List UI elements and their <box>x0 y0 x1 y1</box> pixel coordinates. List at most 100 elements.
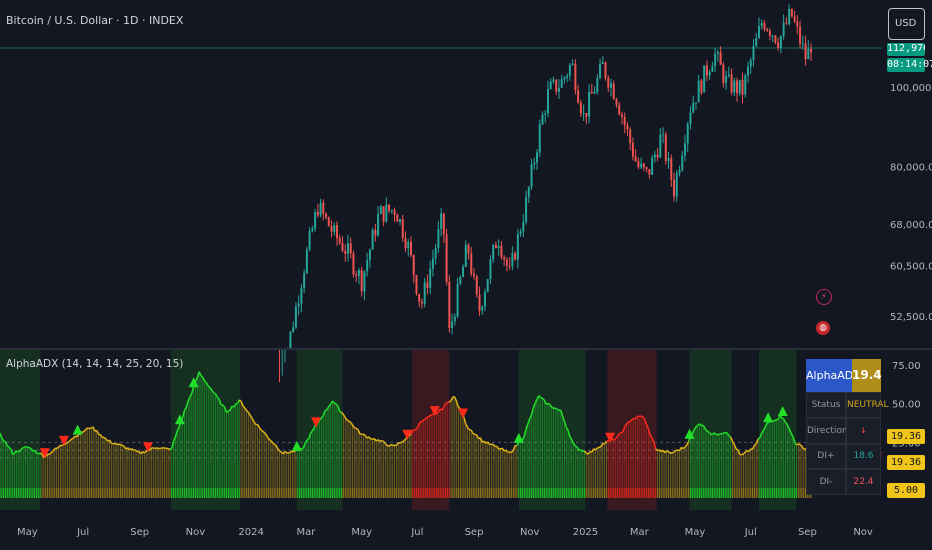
candle-body <box>749 60 752 67</box>
adx-strip-bar <box>587 488 589 498</box>
adx-strip-bar <box>757 488 759 498</box>
adx-strip-bar <box>368 488 370 498</box>
adx-strip-bar <box>521 488 524 498</box>
adx-strip-bar <box>46 488 49 498</box>
adx-line-segment <box>793 440 798 446</box>
adx-strip-bar <box>298 488 301 498</box>
adx-strip-bar <box>300 488 302 498</box>
time-tick-label: May <box>17 527 38 538</box>
adx-line-segment <box>331 400 335 404</box>
adx-strip-bar <box>563 488 566 498</box>
price-axis[interactable]: 100,000.00 80,000.00 68,000.00 60,500.00 52,… <box>890 83 932 323</box>
adx-strip-bar <box>335 488 337 498</box>
adx-strip-bar <box>636 488 639 498</box>
adx-strip-bar <box>766 488 768 498</box>
adx-strip-bar <box>684 488 686 498</box>
adx-line-segment <box>399 441 403 444</box>
candle-body <box>336 225 339 239</box>
direction-label: Direction <box>806 418 848 444</box>
adx-line-segment <box>379 439 383 442</box>
candle-body <box>385 204 388 222</box>
adx-strip-bar <box>403 488 405 498</box>
candle-body <box>670 158 673 180</box>
adx-strip-bar <box>165 488 167 498</box>
candle-body <box>390 210 393 212</box>
adx-strip-bar <box>77 488 80 498</box>
adx-line-segment <box>125 447 129 450</box>
adx-strip-bar <box>200 488 202 498</box>
adx-strip-bar <box>472 488 474 498</box>
adx-strip-bar <box>558 488 560 498</box>
candle-body <box>314 212 317 229</box>
adx-strip-bar <box>348 488 350 498</box>
adx-line-segment <box>487 441 491 445</box>
adx-strip-bar <box>326 488 328 498</box>
adx-line-segment <box>717 433 720 436</box>
adx-line-segment <box>120 444 123 447</box>
trend-zone <box>411 350 450 510</box>
flag-icon[interactable]: ◍ <box>816 321 830 335</box>
adx-strip-bar <box>651 488 653 498</box>
adx-strip-bar <box>381 488 383 498</box>
adx-line-segment <box>545 402 549 405</box>
adx-line-segment <box>481 440 485 443</box>
adx-strip-bar <box>717 488 719 498</box>
adx-strip-bar <box>799 488 801 498</box>
adx-strip-bar <box>519 488 522 498</box>
countdown-badge: 08:14:07 <box>887 58 932 72</box>
adx-line-segment <box>350 422 354 426</box>
bearish-signal-marker <box>458 408 469 419</box>
adx-strip-bar <box>362 488 365 498</box>
candle-body <box>368 249 371 261</box>
adx-line-segment <box>211 389 215 394</box>
adx-strip-bar <box>169 488 171 498</box>
adx-line-segment <box>85 427 89 431</box>
adx-strip-bar <box>231 488 233 498</box>
adx-line-segment <box>174 430 178 438</box>
bearish-signal-marker <box>605 432 616 443</box>
adx-line-segment <box>547 402 551 406</box>
candle-body <box>648 169 651 175</box>
adx-line-segment <box>549 404 553 408</box>
adx-strip-bar <box>289 488 292 498</box>
adx-strip-bar <box>125 488 127 498</box>
adx-strip-bar <box>678 488 681 498</box>
adx-line-segment <box>604 440 608 445</box>
time-axis[interactable]: May Jul Sep Nov 2024 Mar May Jul Sep Nov 2025 Mar Ma… <box>17 527 873 538</box>
lightning-icon[interactable]: ⚡ <box>816 289 832 305</box>
adx-strip-bar <box>92 488 94 498</box>
adx-line-segment <box>45 453 49 458</box>
adx-strip-bar <box>456 488 458 498</box>
adx-line-segment <box>99 434 103 438</box>
adx-line-segment <box>784 422 788 426</box>
bearish-signal-marker <box>58 435 69 446</box>
adx-strip-bar <box>457 488 460 498</box>
candle-body <box>533 162 536 165</box>
adx-strip-bar <box>452 488 454 498</box>
adx-strip-bar <box>130 488 133 498</box>
adx-strip-bar <box>804 488 807 498</box>
adx-strip-bar <box>286 488 288 498</box>
candle-body <box>741 79 744 95</box>
adx-line-segment <box>189 392 193 398</box>
adx-strip-bar <box>147 488 149 498</box>
adx-strip-bar <box>161 488 164 498</box>
adx-strip-bar <box>543 488 545 498</box>
adx-line-segment <box>207 385 211 389</box>
adx-strip-bar <box>430 488 432 498</box>
candle-body <box>379 206 382 214</box>
candle-body <box>801 43 804 45</box>
trend-zone <box>0 350 41 510</box>
candle-body <box>774 35 777 43</box>
candle-body <box>308 231 311 250</box>
adx-line-segment <box>534 398 538 404</box>
currency-button[interactable]: USD <box>888 8 925 40</box>
adx-line-segment <box>492 443 496 447</box>
adx-line-segment <box>786 424 790 429</box>
adx-strip-bar <box>629 488 631 498</box>
candle-body <box>494 244 497 249</box>
adx-line-segment <box>185 400 189 408</box>
adx-strip-bar <box>719 488 721 498</box>
bullish-signal-marker <box>513 432 524 443</box>
